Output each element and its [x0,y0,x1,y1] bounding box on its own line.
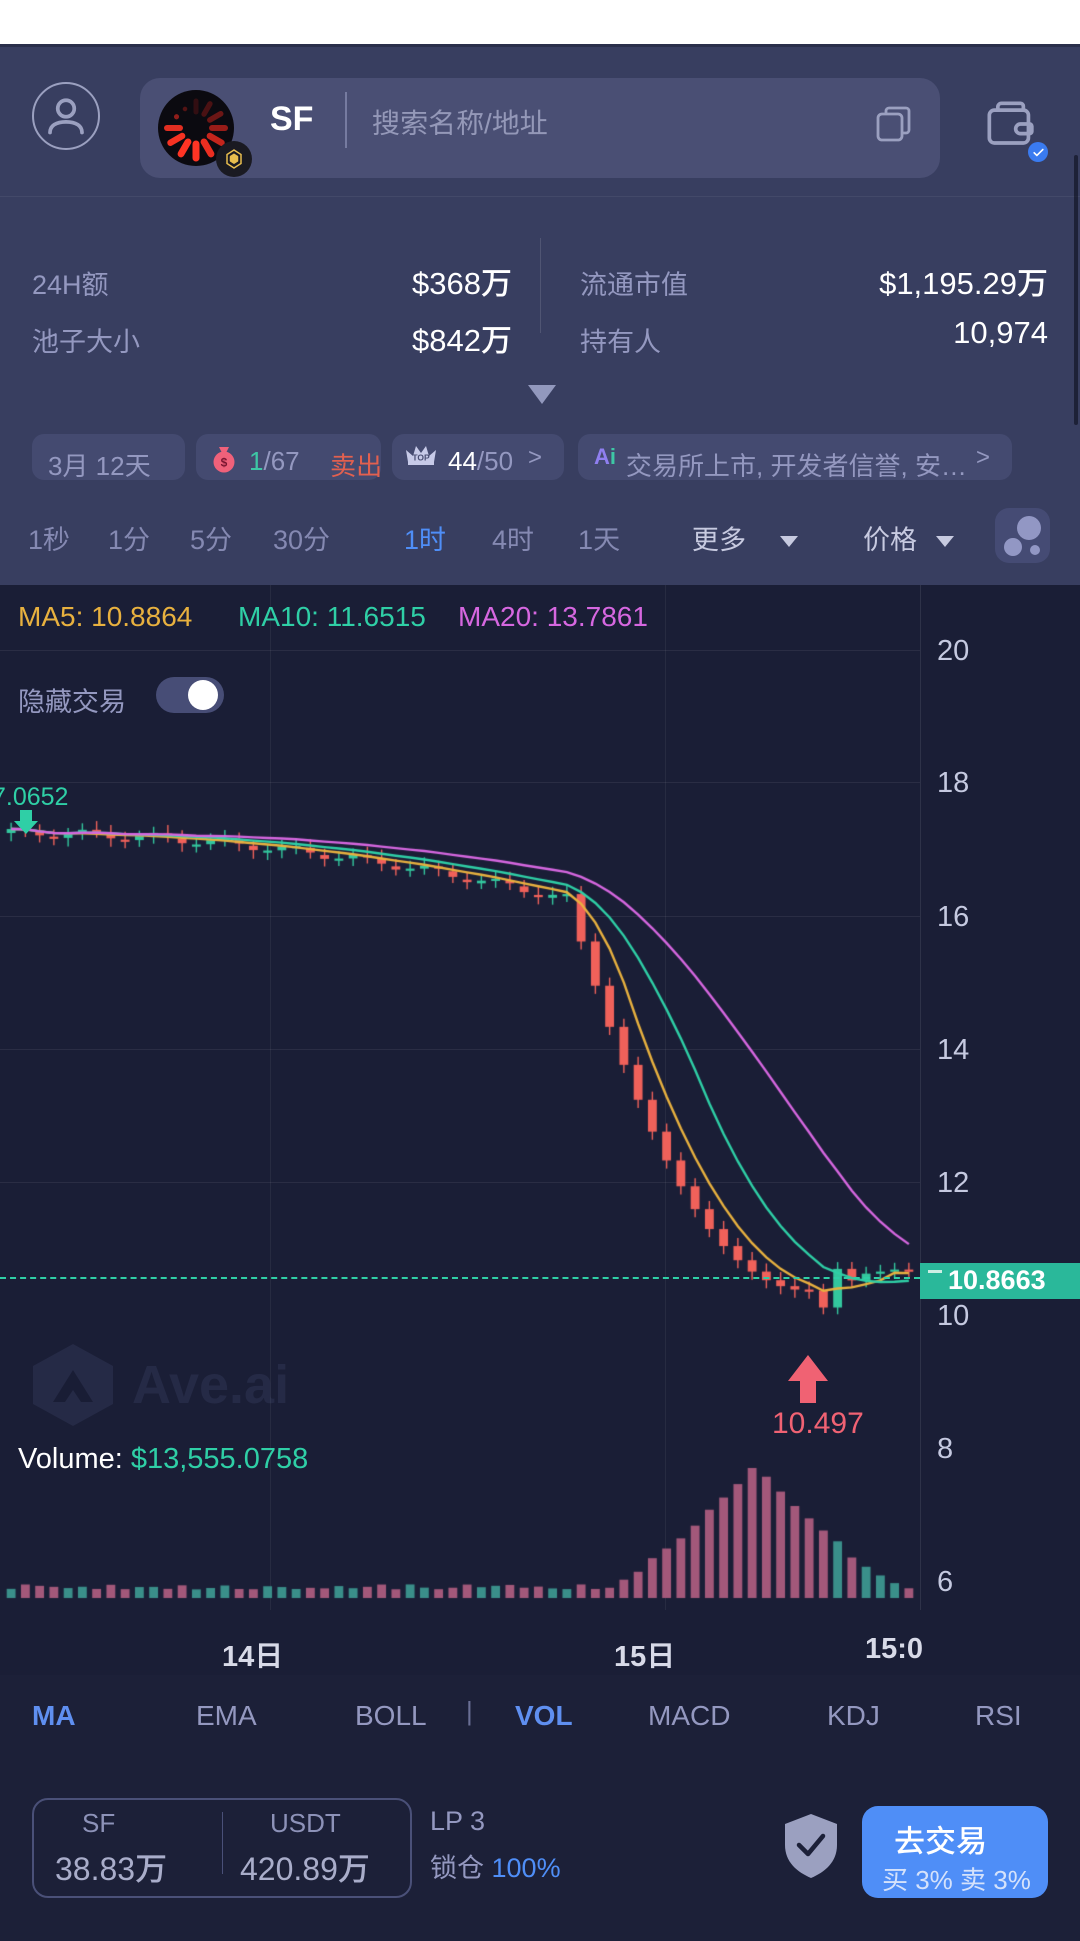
svg-text:TOP: TOP [412,453,430,463]
svg-text:$: $ [221,456,228,470]
